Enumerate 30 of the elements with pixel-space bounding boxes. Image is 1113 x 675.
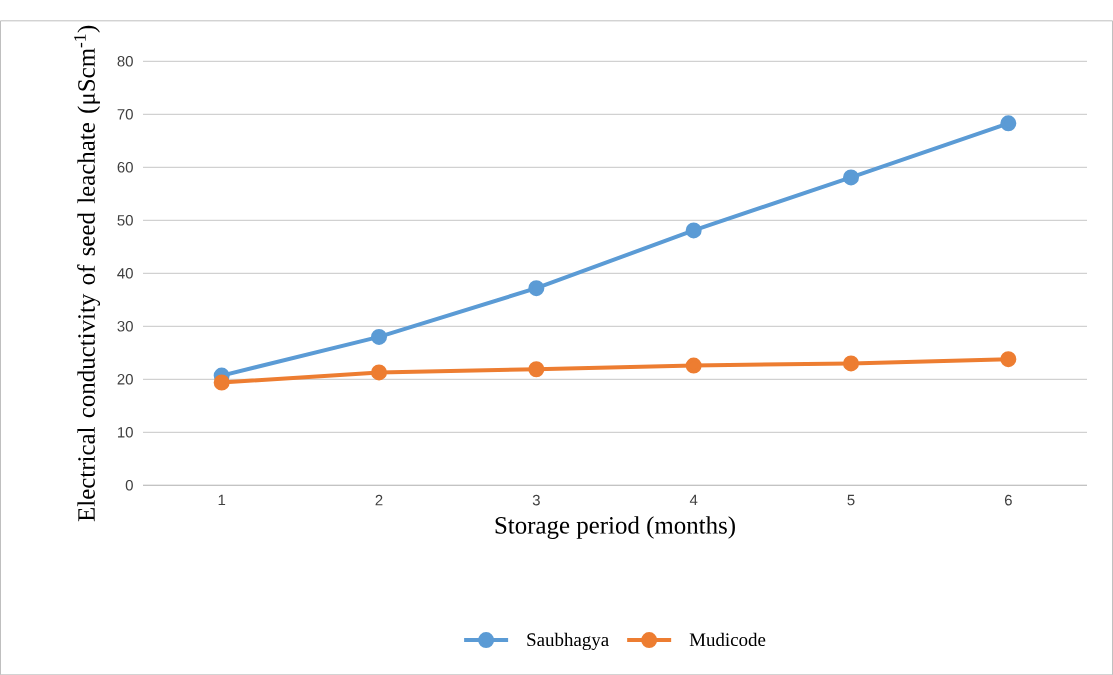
x-axis-title: Storage period (months)	[495, 516, 735, 539]
point	[843, 355, 860, 372]
y-tick-label: 70	[117, 108, 133, 120]
point	[371, 364, 388, 381]
legend-label: Saubhagya	[527, 632, 609, 650]
point	[1000, 351, 1017, 368]
y-axis-title: Electrical conductivity of seed leachate (μScm$^{-1}$)	[74, 25, 101, 522]
y-tick-label: 50	[117, 214, 133, 226]
x-tick-label: 2	[375, 494, 383, 506]
x-tick-label: 3	[532, 494, 540, 506]
x-tick-label: 4	[689, 494, 698, 505]
x-tick-label: 5	[847, 494, 855, 506]
point	[371, 328, 388, 345]
point	[213, 374, 230, 391]
point	[528, 361, 545, 378]
y-tick-label: 80	[117, 55, 133, 67]
point	[685, 222, 702, 239]
point	[843, 169, 860, 186]
y-tick-label: 40	[117, 267, 133, 279]
y-tick-label: 30	[117, 320, 133, 332]
y-tick-label: 0	[125, 479, 133, 491]
point	[528, 280, 545, 296]
point	[1000, 115, 1017, 132]
x-tick-label: 1	[218, 494, 226, 505]
point	[685, 357, 702, 374]
y-tick-label: 60	[117, 161, 133, 173]
y-tick-label: 10	[118, 426, 133, 438]
legend-label: Mudicode	[689, 632, 766, 646]
y-tick-label: 20	[117, 373, 133, 385]
x-tick-label: 6	[1004, 494, 1012, 506]
